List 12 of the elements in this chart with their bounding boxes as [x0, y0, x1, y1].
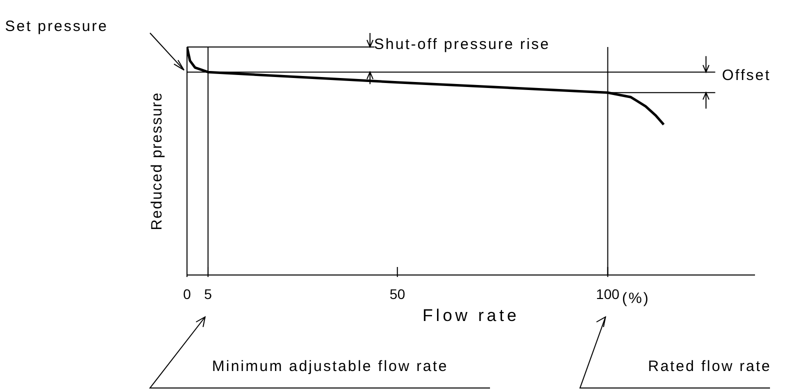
x-tick-label: 100	[596, 286, 620, 302]
x-axis-title: Flow rate	[422, 306, 520, 326]
x-tick-label: 0	[183, 286, 192, 302]
text: Set pressure	[5, 18, 108, 35]
annotation: Shut-off pressure rise	[374, 36, 550, 53]
text: Rated flow rate	[648, 358, 772, 375]
text: Minimum adjustable flow rate	[212, 358, 448, 375]
annotation: Offset	[722, 67, 771, 84]
text: (%)	[622, 290, 650, 307]
x-tick-label: 50	[390, 286, 406, 302]
x-tick-label: 5	[204, 286, 212, 302]
y-axis-title: Reduced pressure	[148, 92, 166, 230]
